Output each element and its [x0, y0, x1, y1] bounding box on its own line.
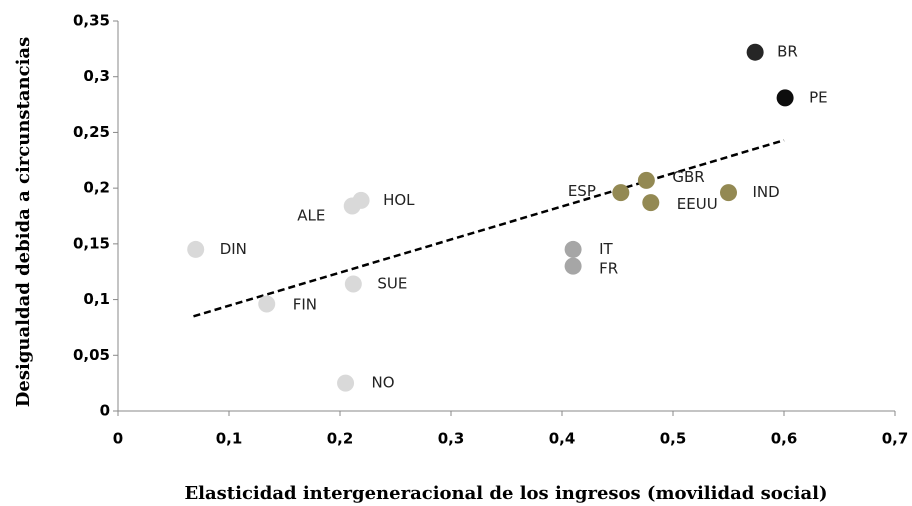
point-label: EEUU — [677, 195, 718, 213]
point-label: ESP — [568, 182, 596, 200]
point-label: IND — [753, 183, 780, 201]
x-tick-label: 0,7 — [882, 430, 909, 448]
x-tick-label: 0,3 — [438, 430, 465, 448]
point — [344, 275, 362, 293]
y-tick-label: 0,2 — [83, 179, 110, 197]
point — [337, 374, 355, 392]
point-label: FIN — [293, 296, 317, 314]
y-tick-label: 0 — [100, 402, 110, 420]
point — [720, 184, 737, 202]
point-label: HOL — [383, 191, 415, 209]
point — [637, 171, 655, 189]
x-tick-label: 0,6 — [771, 430, 798, 448]
point — [776, 89, 794, 107]
x-axis-title: Elasticidad intergeneracional de los ing… — [184, 483, 827, 504]
point — [258, 295, 276, 313]
point — [187, 240, 205, 258]
x-tick-label: 0,2 — [327, 430, 354, 448]
x-tick-label: 0,4 — [549, 430, 576, 448]
point-label: FR — [599, 260, 618, 278]
y-tick-label: 0,3 — [83, 67, 110, 85]
x-tick-label: 0,5 — [660, 430, 687, 448]
point-label: BR — [777, 43, 798, 61]
point — [612, 184, 630, 202]
point — [642, 194, 660, 212]
point-label: DIN — [220, 240, 247, 258]
point-label: NO — [372, 374, 395, 392]
y-tick-label: 0,1 — [83, 290, 110, 308]
point — [564, 257, 582, 275]
y-tick-label: 0,05 — [73, 346, 110, 364]
x-tick-label: 0 — [113, 430, 123, 448]
point — [343, 197, 361, 215]
point-label: IT — [599, 240, 613, 258]
x-tick-label: 0,1 — [216, 430, 243, 448]
y-axis-title: Desigualdad debida a circunstancias — [13, 37, 34, 407]
y-tick-label: 0,15 — [73, 234, 110, 252]
point-label: SUE — [377, 274, 407, 292]
y-tick-label: 0,25 — [73, 123, 110, 141]
trendline — [193, 139, 785, 318]
point-label: ALE — [297, 206, 325, 224]
point — [746, 43, 764, 61]
y-tick-label: 0,35 — [73, 12, 110, 30]
point — [564, 240, 582, 258]
point-label: GBR — [672, 168, 704, 186]
point-label: PE — [809, 88, 828, 106]
